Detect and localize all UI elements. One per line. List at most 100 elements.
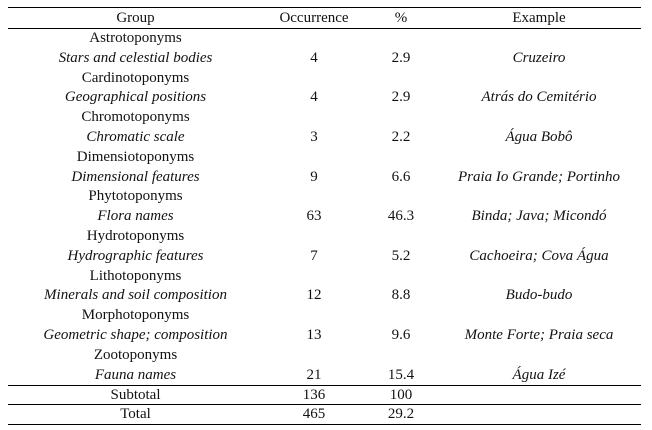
group-name: Dimensiotoponyms: [76, 148, 195, 165]
percent-value: 9.6: [391, 326, 411, 343]
subcategory-name: Geographical positions: [64, 89, 207, 106]
table-row-group: Zootoponyms: [8, 346, 641, 366]
table-row-subcategory: Hydrographic features 7 5.2 Cachoeira; C…: [8, 247, 641, 267]
empty-cell: [365, 267, 437, 287]
group-name: Chromotoponyms: [81, 109, 190, 126]
occurrence-value: 9: [310, 168, 318, 185]
group-name: Zootoponyms: [93, 346, 178, 363]
occurrence-value: 13: [306, 326, 322, 343]
table-row-subcategory: Stars and celestial bodies 4 2.9 Cruzeir…: [8, 49, 641, 69]
column-header-example: Example: [512, 9, 566, 26]
percent-value: 5.2: [391, 247, 411, 264]
group-name: Cardinotoponyms: [81, 69, 190, 86]
subcategory-name: Stars and celestial bodies: [58, 49, 213, 66]
empty-cell: [263, 29, 365, 49]
occurrence-value: 7: [310, 247, 318, 264]
percent-value: 46.3: [387, 208, 415, 225]
percent-value: 8.8: [391, 287, 411, 304]
subcategory-name: Dimensional features: [71, 168, 200, 185]
toponym-classification-table: Group Occurrence % Example Astrotoponyms…: [8, 7, 641, 425]
empty-cell: [263, 346, 365, 366]
example-value: Atrás do Cemitério: [481, 89, 597, 106]
column-header-occurrence: Occurrence: [279, 9, 349, 26]
percent-value: 6.6: [391, 168, 411, 185]
table-row-total: Total 465 29.2: [8, 404, 641, 425]
empty-cell: [437, 267, 641, 287]
table-row-subcategory: Dimensional features 9 6.6 Praia Io Gran…: [8, 168, 641, 188]
empty-cell: [365, 69, 437, 89]
column-header-group: Group: [116, 9, 155, 26]
subcategory-name: Geometric shape; composition: [43, 326, 228, 343]
table-row-group: Astrotoponyms: [8, 29, 641, 49]
empty-cell: [263, 306, 365, 326]
total-percent: 29.2: [387, 406, 415, 423]
empty-cell: [437, 405, 641, 425]
empty-cell: [365, 108, 437, 128]
empty-cell: [263, 69, 365, 89]
group-name: Hydrotoponyms: [86, 227, 185, 244]
empty-cell: [365, 306, 437, 326]
example-value: Cachoeira; Cova Água: [469, 247, 609, 264]
occurrence-value: 63: [306, 208, 322, 225]
total-occurrence: 465: [302, 406, 326, 423]
table-row-subcategory: Minerals and soil composition 12 8.8 Bud…: [8, 286, 641, 306]
empty-cell: [437, 386, 641, 405]
occurrence-value: 12: [306, 287, 322, 304]
percent-value: 15.4: [387, 366, 415, 383]
empty-cell: [437, 108, 641, 128]
example-value: Praia Io Grande; Portinho: [457, 168, 621, 185]
empty-cell: [365, 29, 437, 49]
example-value: Água Izé: [512, 366, 566, 383]
empty-cell: [263, 148, 365, 168]
subtotal-label: Subtotal: [110, 387, 161, 404]
group-name: Morphotoponyms: [81, 307, 190, 324]
example-value: Cruzeiro: [512, 49, 566, 66]
group-name: Lithotoponyms: [89, 267, 182, 284]
example-value: Monte Forte; Praia seca: [464, 326, 614, 343]
empty-cell: [263, 227, 365, 247]
table-row-subcategory: Chromatic scale 3 2.2 Água Bobô: [8, 128, 641, 148]
group-name: Phytotoponyms: [88, 188, 183, 205]
table-row-group: Dimensiotoponyms: [8, 148, 641, 168]
empty-cell: [437, 346, 641, 366]
empty-cell: [365, 187, 437, 207]
empty-cell: [365, 148, 437, 168]
group-name: Astrotoponyms: [89, 30, 182, 46]
table-row-subcategory: Fauna names 21 15.4 Água Izé: [8, 366, 641, 386]
percent-value: 2.2: [391, 128, 411, 145]
subtotal-percent: 100: [389, 387, 413, 404]
table-row-subcategory: Geometric shape; composition 13 9.6 Mont…: [8, 326, 641, 346]
empty-cell: [263, 267, 365, 287]
empty-cell: [437, 148, 641, 168]
table-row-group: Hydrotoponyms: [8, 227, 641, 247]
example-value: Budo-budo: [505, 287, 573, 304]
table-row-group: Chromotoponyms: [8, 108, 641, 128]
table-row-subtotal: Subtotal 136 100: [8, 385, 641, 405]
occurrence-value: 4: [310, 89, 318, 106]
example-value: Água Bobô: [505, 128, 573, 145]
empty-cell: [365, 227, 437, 247]
table-header-row: Group Occurrence % Example: [8, 7, 641, 29]
table-row-group: Cardinotoponyms: [8, 69, 641, 89]
example-value: Binda; Java; Micondó: [471, 208, 607, 225]
table-row-subcategory: Flora names 63 46.3 Binda; Java; Micondó: [8, 207, 641, 227]
empty-cell: [437, 306, 641, 326]
empty-cell: [437, 187, 641, 207]
percent-value: 2.9: [391, 89, 411, 106]
table-row-group: Morphotoponyms: [8, 306, 641, 326]
empty-cell: [263, 187, 365, 207]
subcategory-name: Flora names: [97, 208, 174, 225]
empty-cell: [437, 29, 641, 49]
subcategory-name: Chromatic scale: [86, 128, 185, 145]
occurrence-value: 3: [310, 128, 318, 145]
empty-cell: [437, 227, 641, 247]
subcategory-name: Hydrographic features: [67, 247, 204, 264]
empty-cell: [437, 69, 641, 89]
table-row-group: Lithotoponyms: [8, 267, 641, 287]
table-row-subcategory: Geographical positions 4 2.9 Atrás do Ce…: [8, 88, 641, 108]
occurrence-value: 4: [310, 49, 318, 66]
percent-value: 2.9: [391, 49, 411, 66]
column-header-percent: %: [394, 9, 408, 26]
empty-cell: [365, 346, 437, 366]
